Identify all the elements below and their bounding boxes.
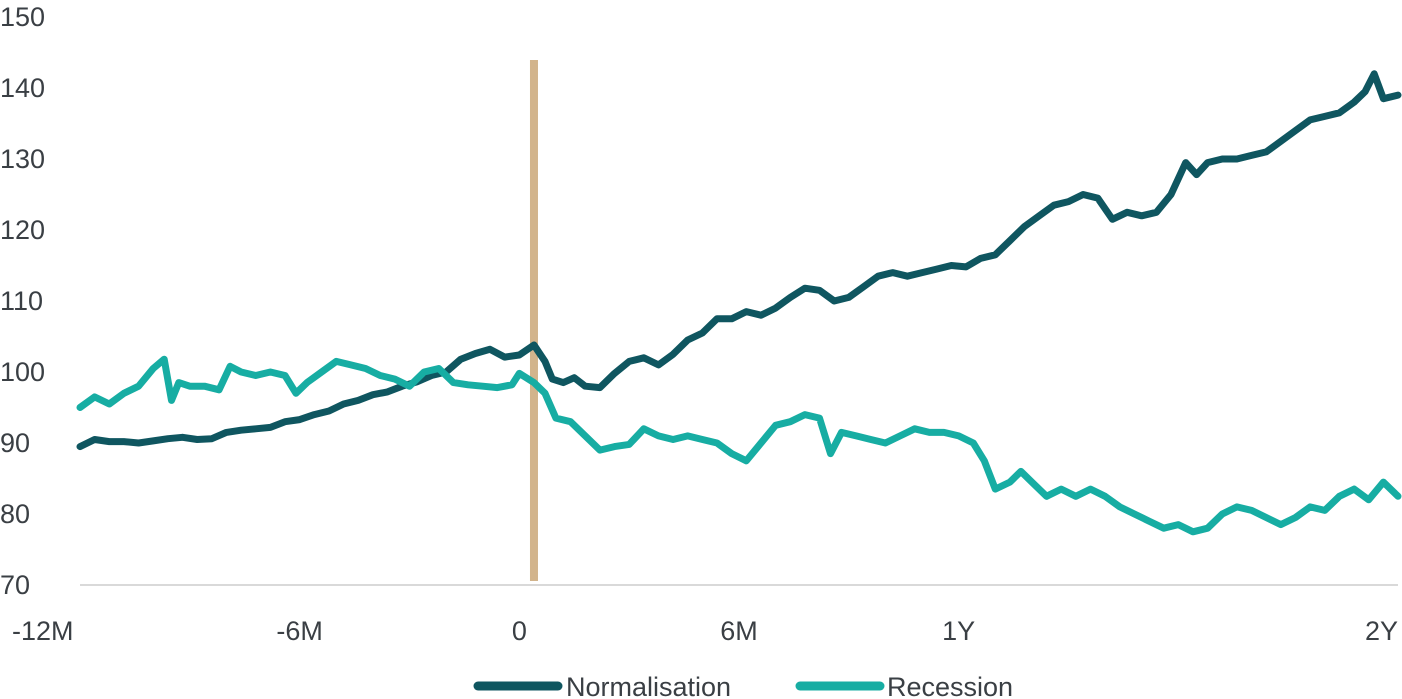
y-tick-label: 140	[0, 73, 45, 103]
x-tick-label: 2Y	[1365, 616, 1398, 646]
y-tick-label: 120	[0, 215, 45, 245]
legend-label-normalisation: Normalisation	[566, 672, 731, 699]
x-tick-label: -6M	[276, 616, 323, 646]
x-tick-label: -12M	[12, 616, 74, 646]
y-tick-label: 100	[0, 357, 45, 387]
legend: Normalisation Recession	[473, 672, 1013, 699]
y-tick-label: 150	[0, 2, 45, 32]
y-tick-label: 80	[0, 499, 30, 529]
y-axis-ticks: 70 80 90 100 110 120 130 140 150	[0, 2, 45, 600]
legend-label-recession: Recession	[887, 672, 1013, 699]
y-tick-label: 130	[0, 144, 45, 174]
y-tick-label: 70	[0, 570, 30, 600]
series-line-recession	[76, 355, 1402, 536]
y-tick-label: 110	[0, 286, 43, 316]
x-tick-label: 6M	[720, 616, 758, 646]
x-tick-label: 1Y	[942, 616, 975, 646]
x-tick-label: 0	[512, 616, 527, 646]
series-lines	[76, 70, 1402, 536]
series-line-normalisation	[76, 70, 1402, 451]
event-marker-bar	[529, 60, 538, 581]
x-axis-ticks: -12M -6M 0 6M 1Y 2Y	[12, 616, 1398, 646]
y-tick-label: 90	[0, 428, 30, 458]
